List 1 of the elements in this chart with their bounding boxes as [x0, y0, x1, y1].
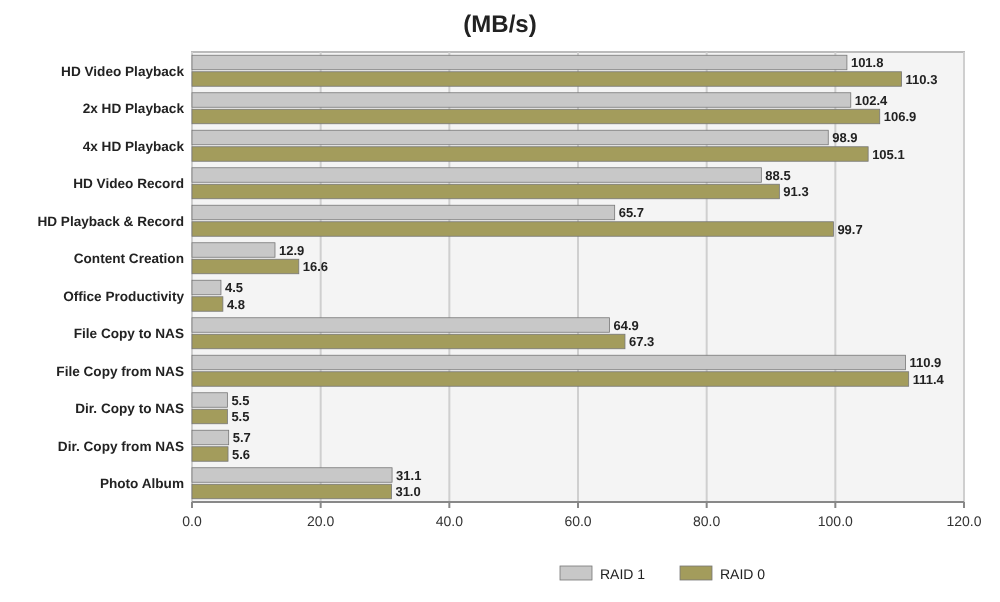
chart-title: (MB/s)	[463, 10, 537, 38]
